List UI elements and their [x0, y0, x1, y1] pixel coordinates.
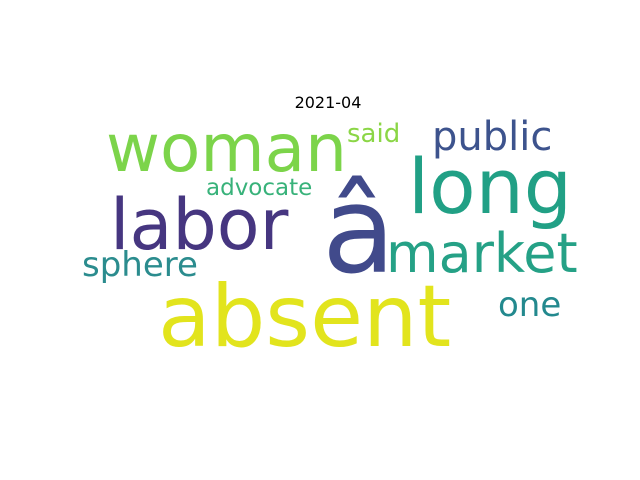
word-absent: absent [158, 267, 451, 367]
word-one: one [498, 285, 561, 325]
word-public: public [432, 114, 552, 160]
word-said: said [347, 119, 400, 149]
word-labor: labor [110, 184, 289, 266]
word-market: market [386, 222, 578, 285]
word-long: long [408, 142, 572, 231]
word-a-circ: â [322, 162, 396, 301]
word-sphere: sphere [82, 245, 198, 285]
word-advocate: advocate [206, 175, 312, 201]
chart-title: 2021-04 [294, 93, 362, 112]
word-woman: woman [106, 110, 347, 187]
